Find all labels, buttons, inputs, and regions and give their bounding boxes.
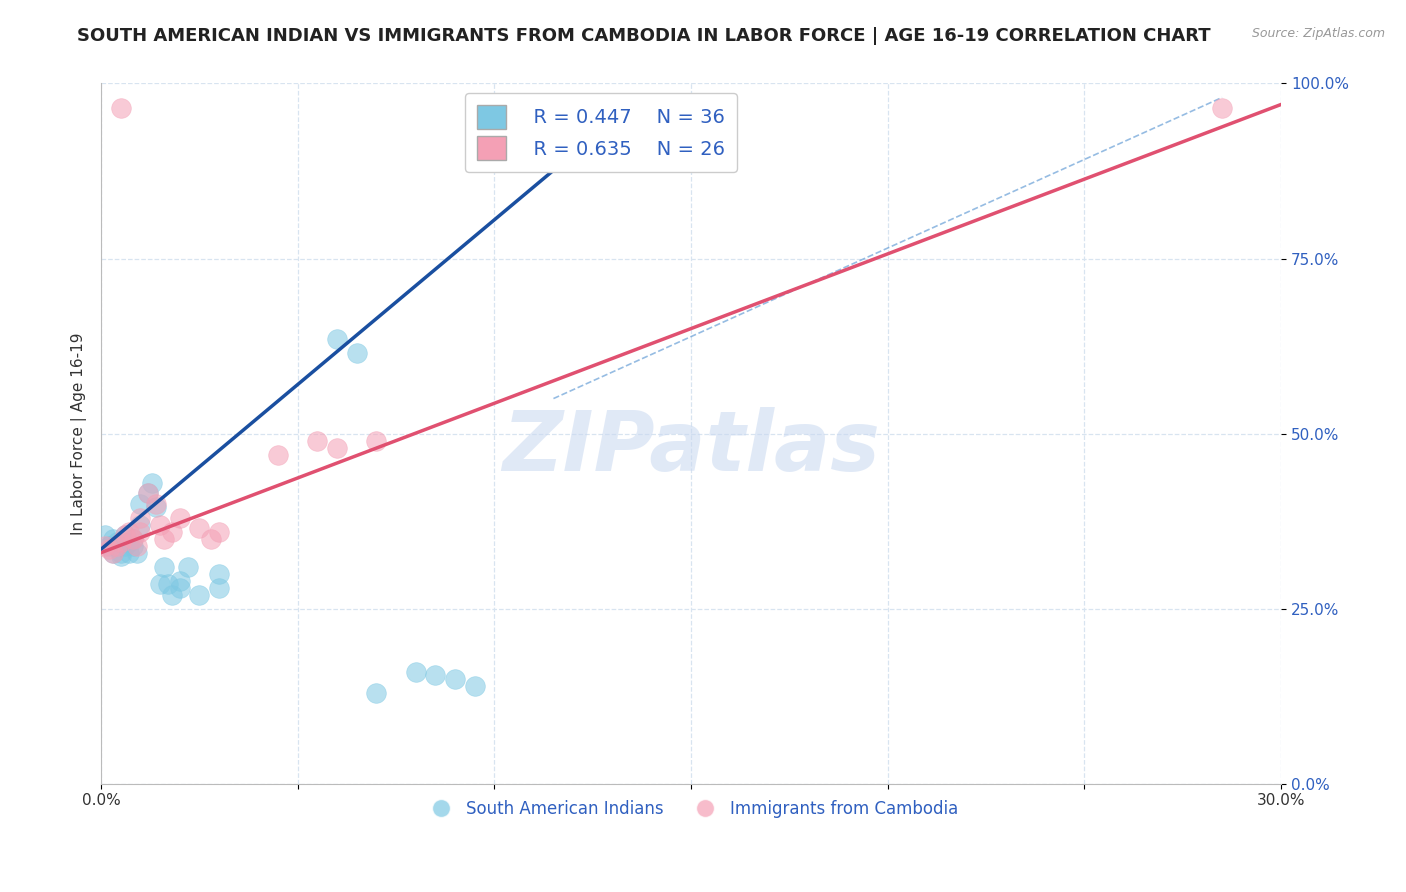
- Point: [200, 532, 222, 546]
- Point: [98, 542, 121, 557]
- Point: [149, 517, 172, 532]
- Point: [145, 500, 167, 515]
- Point: [169, 510, 191, 524]
- Text: ZIPatlas: ZIPatlas: [502, 407, 880, 488]
- Point: [118, 535, 141, 549]
- Point: [160, 588, 183, 602]
- Point: [114, 528, 136, 542]
- Point: [136, 486, 159, 500]
- Point: [101, 546, 124, 560]
- Point: [110, 546, 132, 560]
- Point: [153, 532, 176, 546]
- Point: [267, 448, 290, 462]
- Point: [129, 497, 152, 511]
- Point: [129, 510, 152, 524]
- Point: [149, 577, 172, 591]
- Text: Source: ZipAtlas.com: Source: ZipAtlas.com: [1251, 27, 1385, 40]
- Point: [125, 546, 148, 560]
- Point: [208, 524, 231, 539]
- Point: [141, 475, 163, 490]
- Point: [346, 346, 368, 360]
- Point: [121, 532, 143, 546]
- Point: [188, 521, 211, 535]
- Point: [444, 672, 467, 686]
- Point: [114, 539, 136, 553]
- Point: [101, 532, 124, 546]
- Point: [94, 528, 117, 542]
- Y-axis label: In Labor Force | Age 16-19: In Labor Force | Age 16-19: [72, 333, 87, 535]
- Legend: South American Indians, Immigrants from Cambodia: South American Indians, Immigrants from …: [418, 793, 965, 824]
- Point: [145, 497, 167, 511]
- Point: [307, 434, 329, 448]
- Point: [94, 539, 117, 553]
- Point: [136, 486, 159, 500]
- Point: [160, 524, 183, 539]
- Text: SOUTH AMERICAN INDIAN VS IMMIGRANTS FROM CAMBODIA IN LABOR FORCE | AGE 16-19 COR: SOUTH AMERICAN INDIAN VS IMMIGRANTS FROM…: [77, 27, 1211, 45]
- Point: [176, 559, 198, 574]
- Point: [110, 535, 132, 549]
- Point: [366, 434, 388, 448]
- Point: [110, 549, 132, 563]
- Point: [153, 559, 176, 574]
- Point: [118, 524, 141, 539]
- Point: [125, 539, 148, 553]
- Point: [101, 546, 124, 560]
- Point: [129, 524, 152, 539]
- Point: [129, 517, 152, 532]
- Point: [114, 528, 136, 542]
- Point: [366, 686, 388, 700]
- Point: [98, 539, 121, 553]
- Point: [188, 588, 211, 602]
- Point: [464, 679, 486, 693]
- Point: [121, 539, 143, 553]
- Point: [326, 332, 349, 346]
- Point: [405, 665, 427, 679]
- Point: [425, 668, 447, 682]
- Point: [208, 581, 231, 595]
- Point: [121, 532, 143, 546]
- Point: [105, 539, 128, 553]
- Point: [169, 581, 191, 595]
- Point: [326, 441, 349, 455]
- Point: [169, 574, 191, 588]
- Point: [110, 101, 132, 115]
- Point: [105, 535, 128, 549]
- Point: [156, 577, 179, 591]
- Point: [208, 566, 231, 581]
- Point: [118, 546, 141, 560]
- Point: [1211, 101, 1233, 115]
